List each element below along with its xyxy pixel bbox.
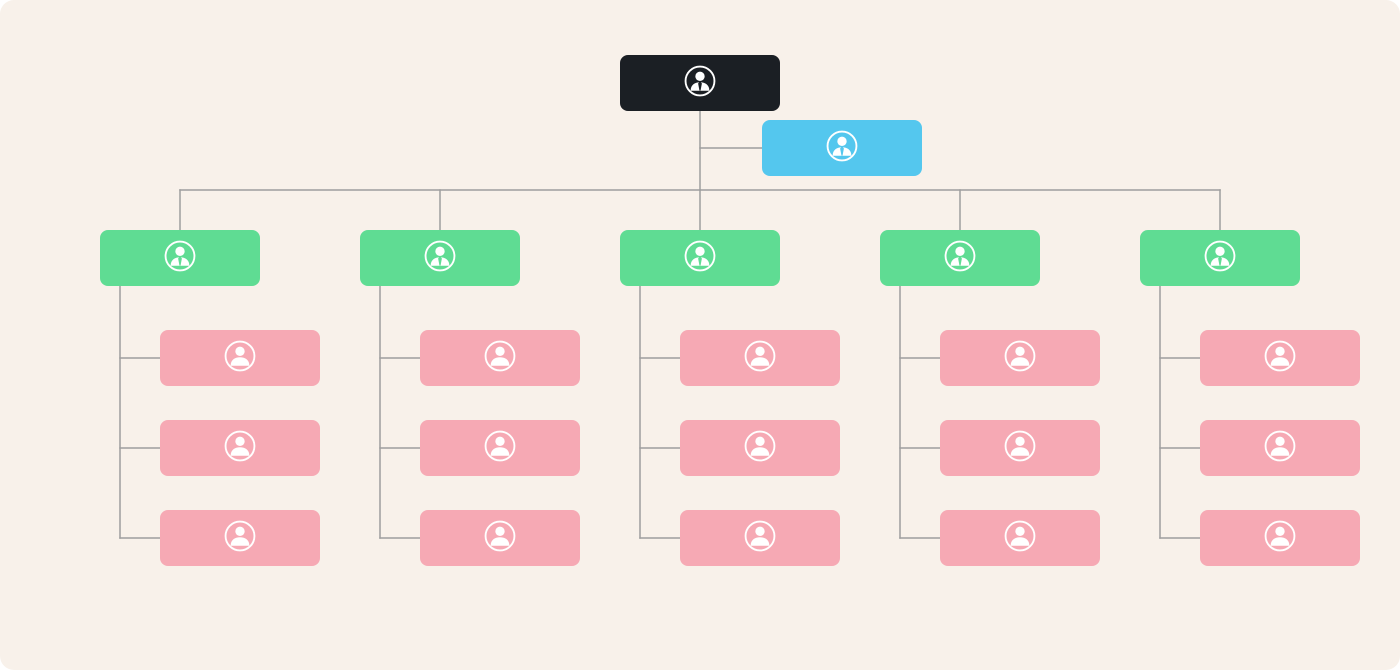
org-node-staff[interactable] [420, 510, 580, 566]
org-chart-canvas [0, 0, 1400, 670]
person-icon [483, 429, 517, 468]
org-node-assistant[interactable] [762, 120, 922, 176]
org-node-staff[interactable] [1200, 330, 1360, 386]
person-tie-icon [163, 239, 197, 278]
person-tie-icon [825, 129, 859, 168]
org-node-manager[interactable] [100, 230, 260, 286]
person-icon [743, 429, 777, 468]
person-icon [743, 339, 777, 378]
person-icon [223, 339, 257, 378]
person-tie-icon [943, 239, 977, 278]
org-node-staff[interactable] [1200, 420, 1360, 476]
org-node-staff[interactable] [1200, 510, 1360, 566]
org-node-staff[interactable] [160, 510, 320, 566]
org-node-staff[interactable] [680, 420, 840, 476]
person-tie-icon [1203, 239, 1237, 278]
org-node-manager[interactable] [880, 230, 1040, 286]
org-node-staff[interactable] [940, 510, 1100, 566]
person-icon [743, 519, 777, 558]
person-icon [1263, 519, 1297, 558]
org-node-manager[interactable] [620, 230, 780, 286]
org-node-staff[interactable] [940, 420, 1100, 476]
person-icon [1003, 339, 1037, 378]
person-tie-icon [683, 64, 717, 103]
org-node-staff[interactable] [420, 330, 580, 386]
person-tie-icon [683, 239, 717, 278]
org-node-staff[interactable] [160, 330, 320, 386]
org-node-root[interactable] [620, 55, 780, 111]
person-icon [483, 339, 517, 378]
org-node-manager[interactable] [360, 230, 520, 286]
person-icon [1263, 429, 1297, 468]
org-node-staff[interactable] [680, 330, 840, 386]
person-icon [1263, 339, 1297, 378]
person-icon [1003, 519, 1037, 558]
org-node-staff[interactable] [160, 420, 320, 476]
org-node-manager[interactable] [1140, 230, 1300, 286]
org-node-staff[interactable] [680, 510, 840, 566]
person-icon [1003, 429, 1037, 468]
person-tie-icon [423, 239, 457, 278]
org-node-staff[interactable] [940, 330, 1100, 386]
person-icon [483, 519, 517, 558]
person-icon [223, 519, 257, 558]
org-node-staff[interactable] [420, 420, 580, 476]
person-icon [223, 429, 257, 468]
